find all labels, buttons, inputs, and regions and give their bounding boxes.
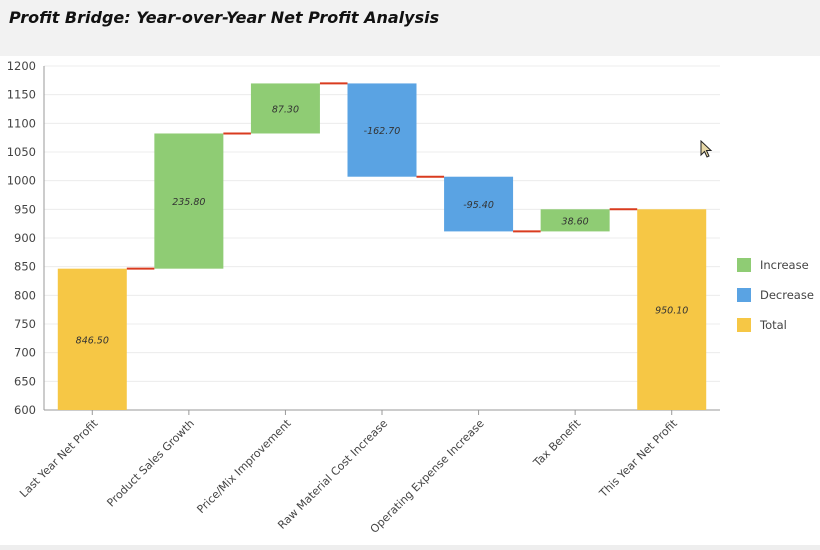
y-tick-label: 700 (14, 346, 36, 360)
y-tick-label: 950 (14, 202, 36, 216)
y-tick-label: 900 (14, 231, 36, 245)
bar-increase (250, 83, 320, 134)
bar-decrease (347, 83, 417, 177)
legend-swatch-decrease (737, 288, 751, 302)
y-tick-label: 1100 (7, 116, 36, 130)
legend-swatch-total (737, 318, 751, 332)
data-label: 235.80 (172, 197, 205, 208)
mouse-pointer-icon (700, 140, 713, 158)
y-tick-label: 600 (14, 403, 36, 417)
data-label: -95.40 (463, 200, 494, 211)
data-label: 846.50 (76, 335, 109, 346)
y-tick-label: 850 (14, 260, 36, 274)
waterfall-chart: 600 650 700 750 800 850 900 950 1000 1050 1100 1150… (7, 59, 814, 536)
data-label: 950.10 (655, 306, 688, 317)
bar-increase (154, 133, 224, 269)
y-tick-label: 800 (14, 288, 36, 302)
y-tick-label: 1150 (7, 88, 36, 102)
x-tick-label: Raw Material Cost Increase (275, 417, 390, 532)
title-bar: Profit Bridge: Year-over-Year Net Profit… (0, 0, 820, 56)
x-tick-label: Last Year Net Profit (17, 416, 101, 500)
y-tick-label: 650 (14, 374, 36, 388)
data-label: 87.30 (272, 104, 299, 115)
bottom-divider (0, 545, 820, 550)
x-tick-label: This Year Net Profit (596, 416, 680, 500)
y-tick-label: 1200 (7, 59, 36, 73)
data-label: -162.70 (364, 126, 401, 137)
chart-title: Profit Bridge: Year-over-Year Net Profit… (9, 8, 440, 27)
legend-label: Increase (760, 258, 809, 272)
x-tick-label: Tax Benefit (530, 416, 583, 469)
y-tick-label: 1050 (7, 145, 36, 159)
y-tick-label: 1000 (7, 174, 36, 188)
y-tick-label: 750 (14, 317, 36, 331)
legend-label: Decrease (760, 288, 814, 302)
bar-total (57, 268, 127, 410)
bar-increase (540, 209, 610, 232)
legend-swatch-increase (737, 258, 751, 272)
x-tick-label: Price/Mix Improvement (194, 416, 294, 516)
data-label: 38.60 (562, 216, 589, 227)
bar-decrease (444, 176, 514, 232)
bar-total (637, 209, 707, 410)
legend-label: Total (759, 318, 787, 332)
x-tick-label: Operating Expense Increase (368, 417, 487, 536)
x-tick-label: Product Sales Growth (104, 417, 197, 510)
